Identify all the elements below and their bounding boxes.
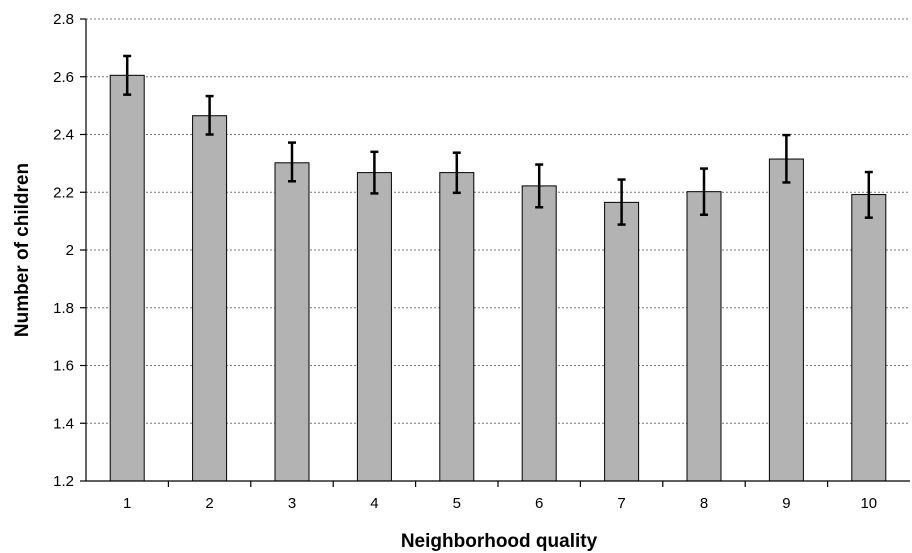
x-axis-title: Neighborhood quality	[401, 531, 598, 552]
x-tick-label: 3	[288, 495, 296, 512]
error-bar	[370, 150, 379, 195]
y-tick-label: 2.4	[53, 127, 74, 144]
y-axis-title: Number of children	[12, 163, 33, 337]
error-bar	[452, 151, 461, 195]
y-tick-label: 1.6	[53, 358, 74, 375]
y-tick-label: 1.8	[53, 300, 74, 317]
axes	[80, 18, 910, 487]
error-bars	[123, 54, 873, 226]
y-tick-label: 2.8	[53, 11, 74, 28]
y-tick-label: 1.4	[53, 415, 74, 432]
x-tick-label: 10	[860, 495, 877, 512]
bar	[768, 158, 804, 482]
error-bar	[700, 167, 708, 217]
x-tick-label: 7	[617, 495, 625, 512]
x-tick-label: 6	[535, 495, 543, 512]
y-tick-label: 2.6	[53, 69, 74, 86]
bar	[604, 201, 640, 482]
bar	[851, 194, 887, 482]
error-bar	[205, 94, 214, 136]
bar	[439, 172, 475, 482]
bar	[686, 191, 722, 482]
error-bar	[288, 141, 296, 183]
x-tick-label: 2	[205, 495, 213, 512]
error-bar	[123, 54, 132, 96]
error-bar	[617, 178, 626, 226]
x-tick-label: 5	[453, 495, 461, 512]
bar	[109, 74, 145, 482]
error-bar	[782, 133, 791, 184]
bar	[521, 185, 557, 482]
y-tick-label: 2	[66, 242, 74, 259]
x-tick-label: 9	[782, 495, 790, 512]
y-tick-label: 1.2	[53, 473, 74, 490]
x-tick-labels: 1 2 3 4 5 6 7 8 9 10	[123, 495, 877, 512]
bar	[356, 172, 392, 482]
bar	[192, 115, 228, 482]
x-tick-label: 1	[123, 495, 131, 512]
x-tick-label: 4	[370, 495, 378, 512]
x-tick-label: 8	[700, 495, 708, 512]
bars	[109, 74, 887, 482]
bar	[274, 162, 310, 482]
error-bar	[535, 163, 544, 209]
error-bar	[864, 170, 873, 219]
y-tick-labels: 1.2 1.4 1.6 1.8 2 2.2 2.4 2.6 2.8	[53, 11, 74, 490]
y-tick-label: 2.2	[53, 184, 74, 201]
